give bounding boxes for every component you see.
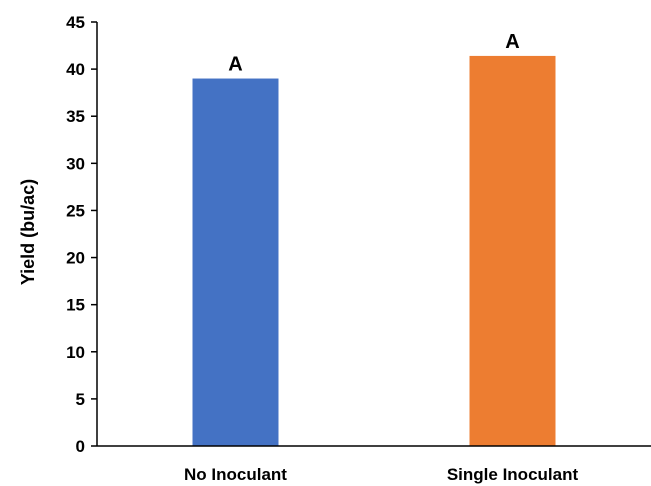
y-tick-label: 15 (66, 296, 85, 315)
bars (192, 55, 556, 447)
data-labels: AA (228, 31, 519, 76)
y-tick-label: 25 (66, 201, 85, 220)
y-tick-label: 0 (76, 437, 85, 456)
y-tick-label: 10 (66, 343, 85, 362)
y-tick-label: 5 (76, 390, 85, 409)
bar-data-label: A (505, 31, 519, 53)
y-axis-ticks: 0 5 10 15 20 25 30 35 40 45 (66, 13, 97, 456)
x-category-label: No Inoculant (184, 465, 287, 484)
y-tick-label: 30 (66, 154, 85, 173)
x-axis-labels: No Inoculant Single Inoculant (184, 465, 578, 484)
y-tick-label: 40 (66, 60, 85, 79)
y-tick-label: 20 (66, 249, 85, 268)
y-axis-title: Yield (bu/ac) (18, 179, 38, 285)
bar-single-inoculant (469, 55, 556, 447)
x-category-label: Single Inoculant (447, 465, 579, 484)
bar-no-inoculant (192, 78, 279, 447)
bar-data-label: A (228, 54, 242, 76)
y-tick-label: 45 (66, 13, 85, 32)
y-tick-label: 35 (66, 107, 85, 126)
